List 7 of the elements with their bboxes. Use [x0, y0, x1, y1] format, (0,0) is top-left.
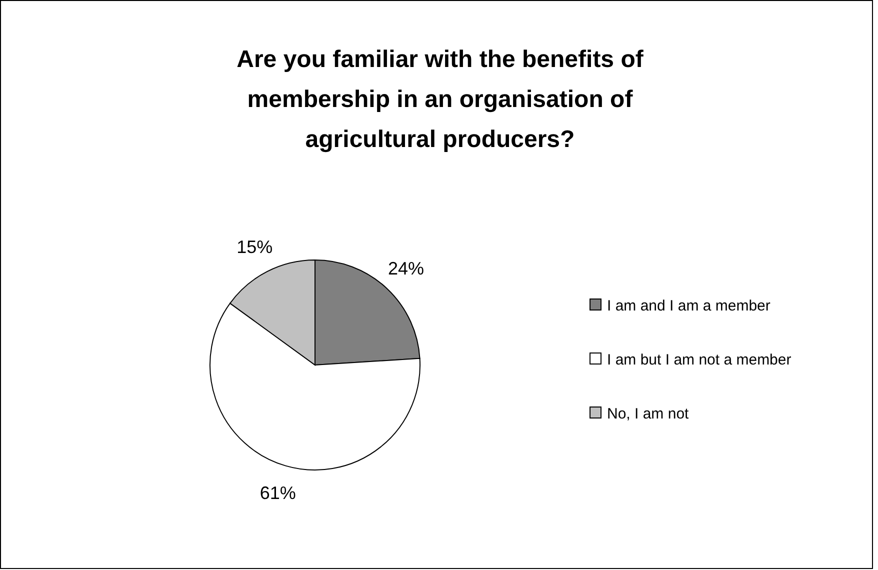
data-label: 24%	[388, 258, 424, 278]
data-label: 61%	[260, 483, 296, 504]
chart-title: Are you familiar with the benefits of membership in an organisation of agricultural producers?	[236, 46, 644, 153]
legend-label: No, I am not	[607, 405, 690, 422]
data-label: 15%	[236, 236, 273, 257]
legend-label: I am but I am not a member	[607, 351, 792, 368]
legend-label: I am and I am a member	[607, 297, 770, 314]
